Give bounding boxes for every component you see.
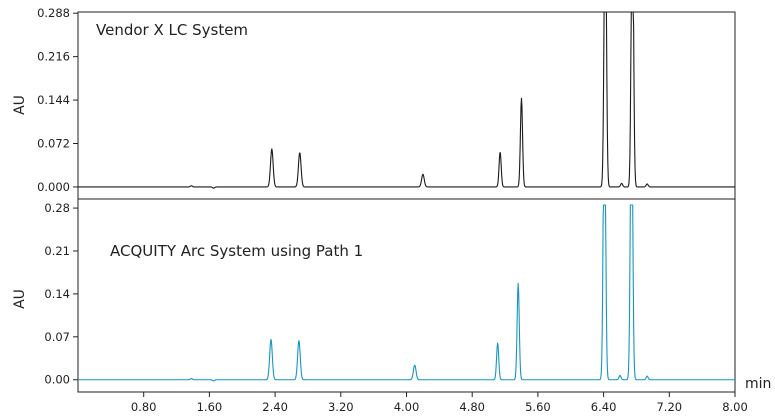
x-tick-label: 3.20 — [328, 400, 354, 414]
top-y-tick-label: 0.000 — [37, 180, 70, 194]
x-tick-label: 8.00 — [722, 400, 748, 414]
top-y-tick-label: 0.288 — [37, 6, 70, 20]
top-y-tick-label: 0.144 — [37, 93, 70, 107]
bottom-y-tick-label: 0.21 — [44, 244, 70, 258]
bottom-y-ticks: 0.00 0.07 0.14 0.21 0.28 — [44, 201, 78, 387]
bottom-series-line — [77, 204, 736, 382]
bottom-y-tick-label: 0.00 — [44, 373, 70, 387]
bottom-plot-title: ACQUITY Arc System using Path 1 — [110, 242, 363, 260]
x-ticks: 0.80 1.60 2.40 3.20 4.00 4.80 5.60 6.40 7.20 8.00 — [131, 392, 748, 414]
top-plot-frame — [77, 11, 736, 200]
x-tick-label: 5.60 — [525, 400, 551, 414]
x-tick-label: 1.60 — [197, 400, 223, 414]
x-tick-label: 6.40 — [591, 400, 617, 414]
bottom-plot-frame — [77, 198, 736, 393]
top-y-ticks: 0.000 0.072 0.144 0.216 0.288 — [37, 6, 78, 194]
bottom-y-tick-label: 0.14 — [44, 287, 70, 301]
bottom-y-axis-label: AU — [12, 289, 28, 309]
x-tick-label: 2.40 — [262, 400, 288, 414]
top-y-axis-label: AU — [12, 95, 28, 115]
x-tick-label: 7.20 — [656, 400, 682, 414]
bottom-y-tick-label: 0.07 — [44, 330, 70, 344]
acquity-panel: ACQUITY Arc System using Path 1 AU 0.000… — [12, 198, 771, 414]
x-tick-label: 4.80 — [459, 400, 485, 414]
top-y-tick-label: 0.216 — [37, 50, 70, 64]
top-series-line — [77, 11, 736, 189]
bottom-y-tick-label: 0.28 — [44, 201, 70, 215]
x-axis-label: min — [745, 376, 771, 392]
x-tick-label: 4.00 — [394, 400, 420, 414]
top-y-tick-label: 0.072 — [37, 137, 70, 151]
top-plot-title: Vendor X LC System — [96, 21, 248, 39]
x-tick-label: 0.80 — [131, 400, 157, 414]
vendor-x-panel: Vendor X LC System AU 0.000 0.072 0.144 0.2… — [12, 6, 736, 200]
